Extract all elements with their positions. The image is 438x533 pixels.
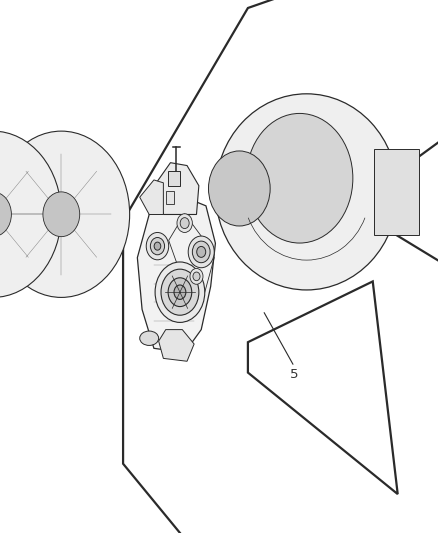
Circle shape — [208, 151, 270, 226]
Circle shape — [177, 214, 192, 232]
Text: 4: 4 — [37, 197, 46, 210]
Ellipse shape — [140, 331, 159, 345]
Polygon shape — [159, 329, 194, 361]
Polygon shape — [140, 180, 163, 214]
Circle shape — [188, 236, 214, 268]
Circle shape — [180, 217, 189, 229]
Bar — [166, 191, 174, 204]
Circle shape — [43, 192, 80, 237]
Circle shape — [161, 269, 199, 315]
Circle shape — [0, 192, 11, 237]
Text: 5: 5 — [290, 368, 299, 381]
Circle shape — [154, 242, 161, 250]
Circle shape — [192, 241, 210, 263]
Circle shape — [174, 285, 186, 300]
Polygon shape — [374, 149, 419, 235]
Circle shape — [0, 131, 130, 297]
Ellipse shape — [215, 94, 398, 290]
Circle shape — [168, 278, 192, 306]
Bar — [168, 171, 180, 185]
Circle shape — [197, 246, 206, 257]
Polygon shape — [156, 163, 199, 214]
Text: 1: 1 — [326, 175, 335, 188]
Circle shape — [146, 232, 169, 260]
Circle shape — [150, 238, 165, 255]
Circle shape — [246, 114, 353, 243]
Circle shape — [190, 269, 203, 284]
Circle shape — [155, 262, 205, 322]
Circle shape — [0, 131, 61, 297]
Polygon shape — [138, 195, 215, 353]
Circle shape — [193, 272, 200, 281]
